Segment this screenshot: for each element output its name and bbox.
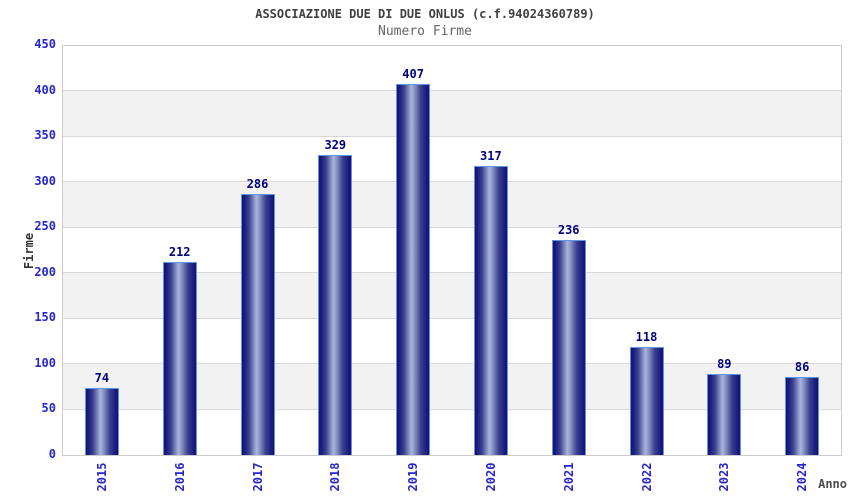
gridline bbox=[63, 90, 841, 92]
y-tick-label: 50 bbox=[41, 401, 56, 416]
bar-value-label: 317 bbox=[480, 149, 502, 164]
gridline bbox=[63, 408, 841, 410]
bar-2023 bbox=[707, 373, 742, 455]
bar-value-label: 89 bbox=[717, 356, 732, 371]
x-tick-label: 2024 bbox=[795, 462, 810, 492]
x-tick-label: 2019 bbox=[406, 462, 421, 492]
y-axis-title: Firme bbox=[22, 232, 36, 270]
gridline bbox=[63, 272, 841, 274]
y-tick-label: 0 bbox=[48, 447, 56, 461]
bar-value-label: 212 bbox=[168, 244, 191, 259]
y-tick-label: 400 bbox=[34, 82, 56, 97]
x-axis-title: Anno bbox=[818, 477, 847, 491]
gridline bbox=[63, 135, 841, 137]
bar-2017 bbox=[240, 194, 275, 455]
bar-value-label: 118 bbox=[635, 330, 658, 345]
bar-2019 bbox=[396, 84, 431, 455]
x-tick-label: 2017 bbox=[250, 462, 265, 492]
gridline bbox=[63, 181, 841, 183]
y-tick-label: 450 bbox=[34, 37, 56, 51]
x-tick-label: 2022 bbox=[639, 462, 654, 492]
bar-2016 bbox=[162, 261, 197, 455]
y-tick-label: 250 bbox=[34, 219, 56, 234]
bar-2018 bbox=[318, 155, 353, 455]
bar-value-label: 286 bbox=[246, 177, 269, 192]
y-tick-label: 300 bbox=[34, 173, 56, 188]
gridline bbox=[63, 363, 841, 365]
x-tick-label: 2020 bbox=[483, 462, 498, 492]
bar-value-label: 236 bbox=[557, 222, 580, 237]
plot-band bbox=[63, 90, 841, 137]
x-tick-label: 2023 bbox=[717, 462, 732, 492]
y-tick-label: 100 bbox=[34, 355, 56, 370]
gridline bbox=[63, 226, 841, 228]
bar-2020 bbox=[473, 166, 508, 455]
bar-value-label: 407 bbox=[402, 67, 424, 82]
bar-value-label: 86 bbox=[794, 359, 810, 374]
bar-2024 bbox=[785, 376, 820, 455]
bar-value-label: 74 bbox=[94, 370, 110, 385]
x-tick-label: 2016 bbox=[172, 462, 187, 492]
chart-subtitle: Numero Firme bbox=[378, 24, 472, 39]
gridline bbox=[63, 317, 841, 319]
bar-2021 bbox=[551, 239, 586, 455]
plot-band bbox=[63, 181, 841, 228]
bar-value-label: 329 bbox=[324, 138, 347, 153]
y-tick-label: 200 bbox=[34, 264, 56, 279]
bar-2022 bbox=[629, 347, 664, 455]
x-tick-label: 2018 bbox=[328, 462, 343, 492]
y-tick-label: 350 bbox=[34, 128, 56, 143]
y-tick-label: 150 bbox=[34, 310, 56, 325]
x-tick-label: 2021 bbox=[561, 462, 576, 492]
chart-title: ASSOCIAZIONE DUE DI DUE ONLUS (c.f.94024… bbox=[255, 7, 595, 21]
x-tick-label: 2015 bbox=[94, 462, 109, 492]
bar-2015 bbox=[84, 387, 119, 455]
